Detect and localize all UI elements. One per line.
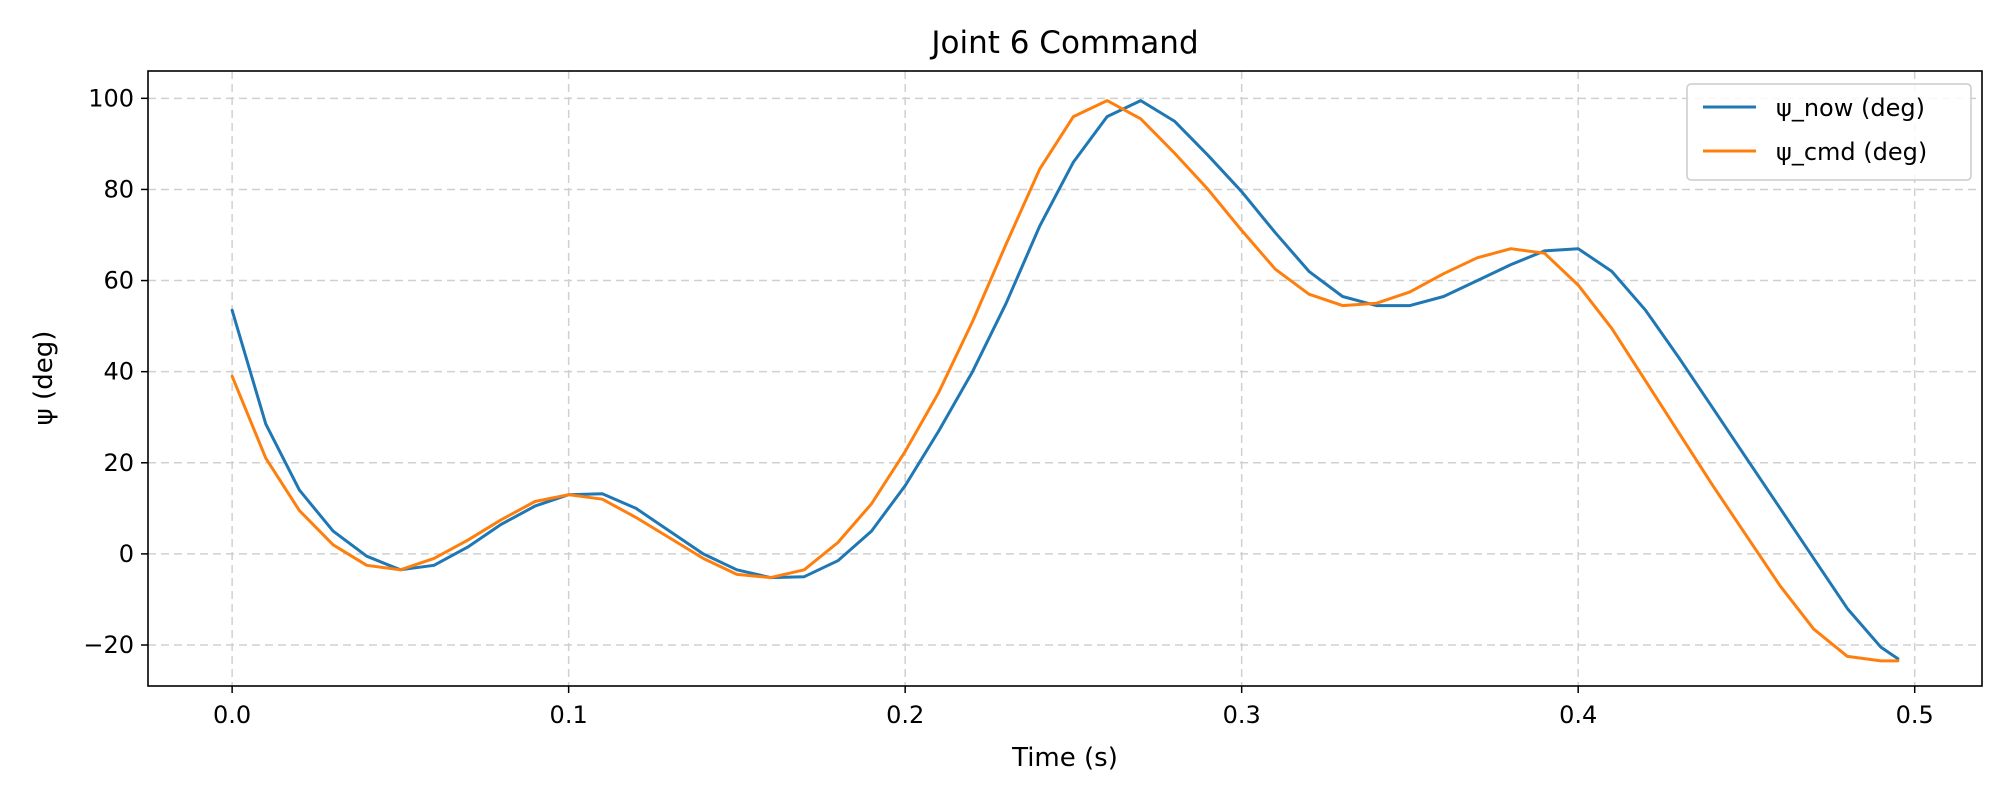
chart-title: Joint 6 Command [929,25,1198,61]
x-axis-label: Time (s) [1011,743,1118,773]
plot-frame [147,70,1983,687]
legend: ψ_now (deg) ψ_cmd (deg) [1686,83,1972,181]
y-tick-label: 40 [103,358,134,386]
y-axis-ticks: −20 0 20 40 60 80 100 [83,84,148,659]
y-tick-label: 80 [103,175,134,203]
y-tick-label: 60 [103,267,134,295]
x-axis-ticks: 0.0 0.1 0.2 0.3 0.4 0.5 [213,686,1934,729]
x-tick-label: 0.1 [550,701,588,729]
y-tick-label: 0 [119,540,134,568]
x-tick-label: 0.4 [1559,701,1597,729]
y-tick-label: 100 [88,84,134,112]
series-lines [230,99,1900,663]
x-tick-label: 0.0 [213,701,251,729]
legend-label-cmd: ψ_cmd (deg) [1776,138,1927,166]
y-axis-label: ψ (deg) [29,331,59,426]
y-tick-label: −20 [83,631,134,659]
x-tick-label: 0.2 [886,701,924,729]
legend-box [1686,83,1972,181]
series-line-cmd [230,99,1900,663]
y-tick-label: 20 [103,449,134,477]
x-tick-label: 0.3 [1223,701,1261,729]
series-line-now [230,99,1900,661]
x-tick-label: 0.5 [1896,701,1934,729]
legend-label-now: ψ_now (deg) [1776,94,1925,122]
